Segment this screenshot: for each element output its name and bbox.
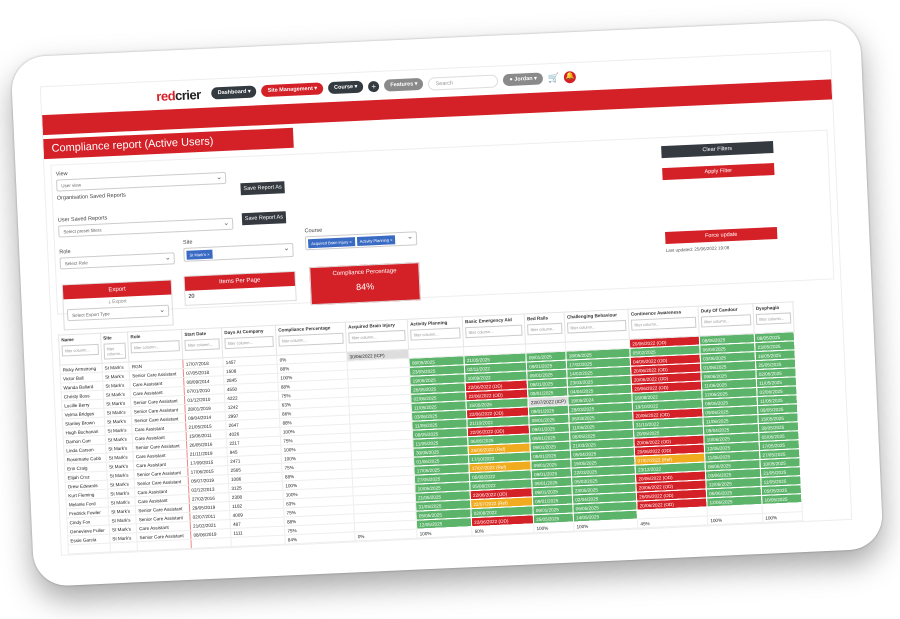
last-updated: Last updated: 25/06/2022 19:08	[665, 245, 730, 254]
tablet-frame: redcrier Dashboard ▾ Site Management ▾ C…	[10, 18, 884, 588]
total-cell: 100%	[573, 519, 639, 531]
items-per-page-card: Items Per Page 20	[183, 270, 297, 306]
column-title: Role	[130, 333, 141, 340]
column-title: Challenging Behaviour	[566, 312, 618, 320]
site-tag[interactable]: St Mark's ×	[186, 249, 213, 260]
column-title: Start Date	[184, 330, 207, 337]
clear-filters-button[interactable]: Clear Filters	[661, 141, 774, 159]
org-saved-label: Organisation Saved Reports	[56, 192, 127, 202]
column-title: Days At Company	[224, 328, 264, 336]
role-label: Role	[59, 249, 71, 256]
column-header[interactable]: Bed Rails filter column...	[524, 312, 566, 344]
total-cell: 50%	[471, 523, 535, 536]
column-header[interactable]: Challenging Behaviour filter column...	[564, 309, 630, 343]
column-header[interactable]: Start Date filter column...	[181, 327, 223, 360]
column-header[interactable]: Continence Awareness filter column...	[628, 306, 700, 340]
save-user-report-button[interactable]: Save Report As	[241, 211, 287, 226]
column-header[interactable]: Compliance Percentage filter column...	[275, 322, 347, 356]
save-report-as-button[interactable]: Save Report As	[240, 181, 285, 196]
total-cell	[137, 539, 192, 551]
column-title: Duty Of Candour	[700, 306, 738, 314]
redcrier-logo[interactable]: redcrier	[155, 86, 202, 104]
column-title: Continence Awareness	[630, 309, 682, 317]
column-header[interactable]: Dysphagia filter column...	[753, 301, 795, 334]
course-tag[interactable]: Activity Planning ×	[356, 235, 396, 247]
view-label: View	[55, 171, 68, 178]
column-filter-input[interactable]: filter column...	[701, 314, 752, 328]
export-card: Export ⤓ Export Select Export Type	[61, 279, 174, 331]
course-tag[interactable]: Acquired Brain Injury ×	[307, 237, 355, 249]
column-filter-input[interactable]: filter column...	[465, 324, 523, 339]
column-header[interactable]: Activity Planning filter column...	[407, 316, 464, 350]
column-header[interactable]: Acquired Brain Injury filter column...	[345, 319, 409, 353]
column-filter-input[interactable]: filter column...	[348, 329, 406, 344]
total-cell: 0%	[355, 529, 418, 541]
total-cell: 100%	[416, 526, 473, 539]
user-menu[interactable]: ● Jordan ▾	[503, 72, 544, 87]
bell-icon[interactable]: 🔔	[563, 70, 577, 84]
column-header[interactable]: Basic Emergency Aid filter column...	[462, 314, 526, 347]
column-filter-input[interactable]: filter column...	[527, 322, 563, 336]
total-cell	[191, 537, 232, 549]
column-title: Name	[61, 336, 74, 343]
nav-course[interactable]: Course ▾	[327, 80, 364, 95]
add-icon[interactable]: +	[368, 80, 380, 92]
column-header[interactable]: Name filter column...	[58, 333, 102, 366]
total-cell: 100%	[762, 511, 803, 523]
column-filter-input[interactable]: filter column...	[278, 332, 344, 347]
column-filter-input[interactable]: filter column...	[130, 340, 181, 354]
nav-site-management[interactable]: Site Management ▾	[261, 82, 324, 98]
total-cell: 100%	[533, 521, 575, 533]
search-input[interactable]: Search	[428, 73, 499, 91]
course-select[interactable]: Acquired Brain Injury × Activity Planning…	[304, 231, 418, 251]
site-label: Site	[182, 239, 193, 246]
site-select[interactable]: St Mark's ×	[183, 242, 294, 262]
total-cell: 84%	[285, 531, 356, 545]
column-title: Basic Emergency Aid	[464, 317, 512, 325]
cart-icon[interactable]: 🛒	[547, 72, 560, 83]
column-title: Activity Planning	[410, 320, 448, 327]
column-header[interactable]: Role filter column...	[127, 329, 184, 362]
column-title: Acquired Brain Injury	[348, 322, 396, 330]
compliance-table: Name filter column... Site filter column...…	[58, 301, 803, 554]
column-title: Bed Rails	[526, 315, 549, 322]
force-update-button[interactable]: Force update	[665, 226, 778, 245]
role-select[interactable]: Select Role	[59, 252, 175, 270]
app-screen: redcrier Dashboard ▾ Site Management ▾ C…	[39, 50, 853, 556]
column-title: Compliance Percentage	[278, 325, 331, 333]
column-filter-input[interactable]: filter column...	[756, 312, 792, 325]
column-filter-input[interactable]: filter column...	[631, 316, 697, 331]
view-select[interactable]: User view	[56, 171, 227, 192]
apply-filter-button[interactable]: Apply Filter	[662, 163, 775, 181]
user-saved-label: User Saved Reports	[57, 215, 108, 224]
column-filter-input[interactable]: filter column...	[224, 335, 275, 350]
total-cell	[110, 541, 138, 553]
column-header[interactable]: Site filter column...	[100, 332, 130, 364]
total-cell	[231, 535, 286, 547]
total-cell	[68, 543, 111, 554]
total-cell: 100%	[707, 513, 764, 525]
nav-features[interactable]: Features ▾	[384, 77, 424, 92]
column-filter-input[interactable]: filter column...	[567, 319, 627, 334]
column-title: Site	[103, 335, 112, 341]
column-header[interactable]: Days At Company filter column...	[221, 325, 277, 358]
column-filter-input[interactable]: filter column...	[410, 327, 461, 341]
course-label: Course	[304, 227, 323, 235]
nav-dashboard[interactable]: Dashboard ▾	[211, 85, 257, 100]
column-header[interactable]: Duty Of Candour filter column...	[698, 303, 755, 337]
compliance-value: 84%	[355, 281, 375, 293]
total-cell: 45%	[637, 515, 709, 529]
column-filter-input[interactable]: filter column...	[61, 343, 99, 357]
column-filter-input[interactable]: filter column...	[103, 342, 127, 360]
compliance-card: Compliance Percentage 84%	[309, 262, 421, 306]
column-filter-input[interactable]: filter column...	[184, 338, 221, 351]
column-title: Dysphagia	[755, 304, 780, 311]
